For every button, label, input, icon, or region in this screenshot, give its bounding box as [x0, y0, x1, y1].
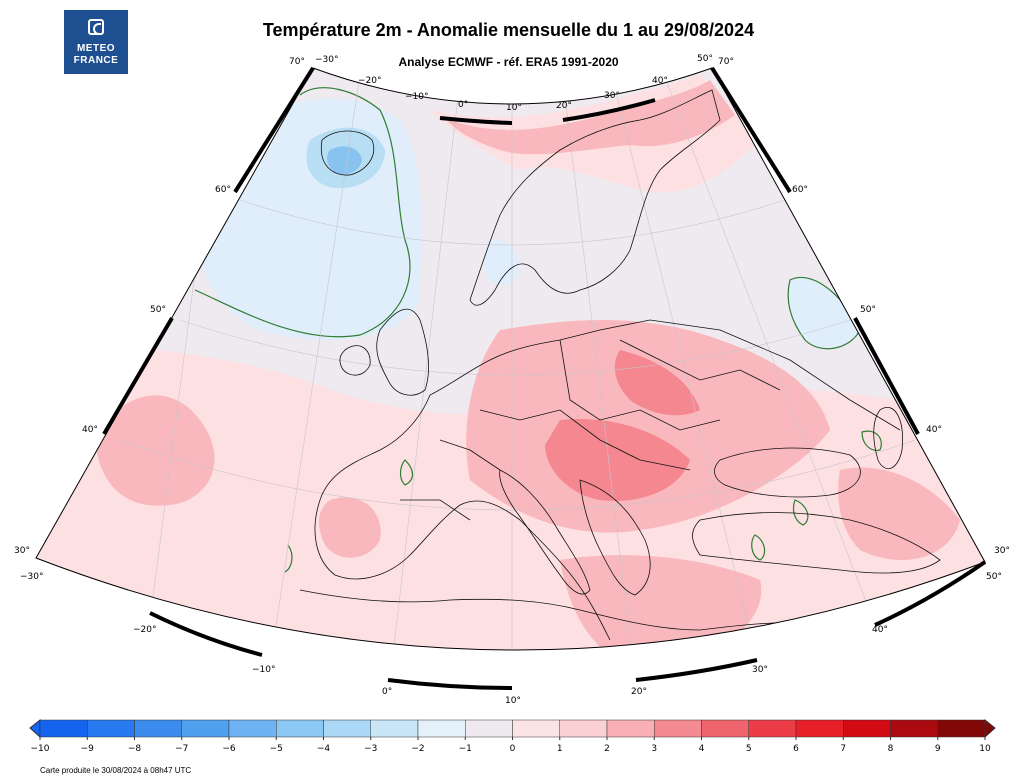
- lat-label-left: 50°: [150, 305, 166, 315]
- colorbar-label: −2: [411, 744, 424, 754]
- lon-label-top: 50°: [697, 54, 713, 64]
- logo-line-2: FRANCE: [73, 55, 119, 66]
- lon-label-top: 20°: [556, 101, 572, 111]
- map-frame-ticks: [102, 66, 987, 690]
- colorbar-label: 3: [651, 744, 657, 754]
- colorbar-left-arrow: [29, 718, 41, 739]
- lat-label-right: 30°: [994, 546, 1010, 556]
- colorbar: −10 −9 −8 −7 −6 −5 −4 −3 −2 −1 0 1 2 3 4 5 6 7 8 9 10: [29, 718, 996, 754]
- colorbar-label: 2: [604, 744, 610, 754]
- colorbar-cell: [228, 719, 277, 738]
- colorbar-cell: [606, 719, 655, 738]
- lat-label-left: 40°: [82, 425, 98, 435]
- colorbar-right-arrow: [984, 718, 996, 739]
- colorbar-label: 5: [746, 744, 752, 754]
- lon-label-bottom: 40°: [872, 625, 888, 635]
- colorbar-cell: [843, 719, 891, 738]
- lon-label-top: −30°: [315, 55, 339, 65]
- colorbar-cell: [748, 719, 797, 738]
- colorbar-label: 0: [510, 744, 516, 754]
- lat-label-right: 40°: [926, 425, 942, 435]
- lon-label-bottom: 10°: [505, 696, 521, 706]
- footer-note: Carte produite le 30/08/2024 à 08h47 UTC: [40, 766, 192, 775]
- colorbar-label: 7: [840, 744, 846, 754]
- colorbar-label: −7: [175, 744, 188, 754]
- lon-label-bottom: 20°: [631, 687, 647, 697]
- page-title: Température 2m - Anomalie mensuelle du 1…: [262, 20, 755, 40]
- lon-label-top: 10°: [506, 103, 522, 113]
- colorbar-cell: [795, 719, 844, 738]
- anomaly-field: [36, 68, 985, 651]
- lon-label-bottom: −20°: [133, 625, 157, 635]
- lon-labels-bottom: −30° −20° −10° 0° 10° 20° 30° 40° 50°: [20, 572, 1002, 706]
- meteo-france-emblem-icon: [88, 19, 104, 35]
- lat-labels-right: 70° 60° 50° 40° 30°: [718, 57, 1010, 556]
- colorbar-label: 1: [557, 744, 563, 754]
- lon-label-top: −20°: [358, 76, 382, 86]
- colorbar-label: −5: [270, 744, 283, 754]
- colorbar-cell: [937, 719, 986, 738]
- colorbar-cell: [323, 719, 371, 738]
- colorbar-label: 10: [979, 744, 991, 754]
- lat-label-right: 70°: [718, 57, 734, 67]
- lon-label-top: 30°: [604, 91, 620, 101]
- lat-label-left: 60°: [215, 185, 231, 195]
- colorbar-cell: [134, 719, 182, 738]
- lat-label-left: 70°: [289, 57, 305, 67]
- lon-label-bottom: −10°: [252, 665, 276, 675]
- map-frame: [35, 67, 986, 651]
- colorbar-label: −4: [317, 744, 331, 754]
- colorbar-label: 8: [888, 744, 894, 754]
- lon-label-top: 0°: [458, 100, 468, 110]
- colorbar-label: −8: [128, 744, 142, 754]
- colorbar-label: −9: [81, 744, 95, 754]
- lon-label-top: −10°: [405, 92, 429, 102]
- page-subtitle: Analyse ECMWF - réf. ERA5 1991-2020: [398, 55, 619, 69]
- colorbar-cell: [181, 719, 230, 738]
- colorbar-label: 6: [793, 744, 799, 754]
- lon-label-bottom: −30°: [20, 572, 44, 582]
- colorbar-cell: [559, 719, 608, 738]
- lon-labels-top: −30° −20° −10° 0° 10° 20° 30° 40° 50°: [315, 54, 713, 113]
- lat-labels-left: 70° 60° 50° 40° 30°: [14, 57, 305, 556]
- colorbar-cell: [370, 719, 419, 738]
- lat-label-right: 50°: [860, 305, 876, 315]
- colorbar-label: −3: [364, 744, 377, 754]
- colorbar-cell: [465, 719, 513, 738]
- lat-label-right: 60°: [792, 185, 808, 195]
- lon-label-bottom: 50°: [986, 572, 1002, 582]
- colorbar-label: −6: [222, 744, 236, 754]
- colorbar-cell: [890, 719, 938, 738]
- colorbar-cell: [276, 719, 324, 738]
- colorbar-label: 4: [699, 744, 705, 754]
- lon-label-bottom: 30°: [752, 665, 768, 675]
- colorbar-label: −10: [31, 744, 50, 754]
- colorbar-cell: [87, 719, 135, 738]
- colorbar-cell: [417, 719, 466, 738]
- lon-label-top: 40°: [652, 76, 668, 86]
- colorbar-cell: [701, 719, 749, 738]
- colorbar-label: 9: [935, 744, 941, 754]
- colorbar-cell: [654, 719, 702, 738]
- lat-label-left: 30°: [14, 546, 30, 556]
- colorbar-cell: [512, 719, 560, 738]
- colorbar-label: −1: [459, 744, 472, 754]
- meteo-france-logo: METEO FRANCE: [64, 10, 128, 74]
- colorbar-cell: [39, 719, 88, 738]
- logo-line-1: METEO: [76, 43, 116, 54]
- lon-label-bottom: 0°: [382, 687, 392, 697]
